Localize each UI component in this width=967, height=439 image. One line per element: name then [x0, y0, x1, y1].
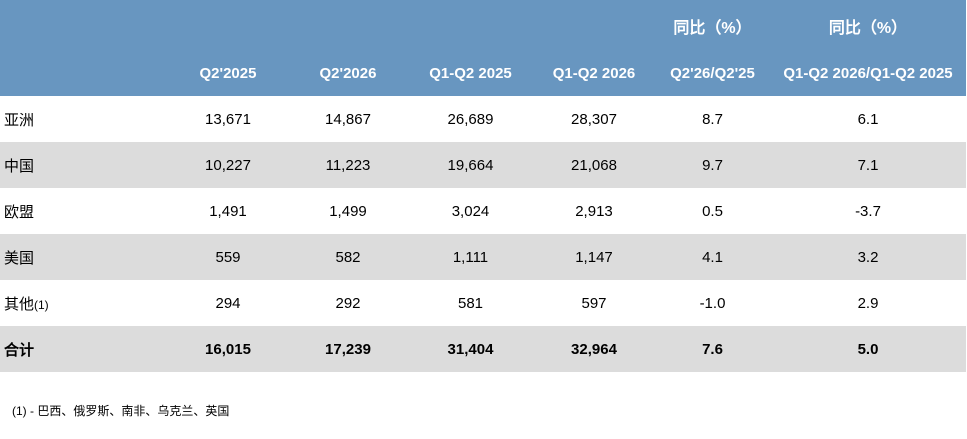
table-body: 亚洲 13,671 14,867 26,689 28,307 8.7 6.1 中… [0, 96, 966, 372]
table-cell: 11,223 [288, 142, 408, 188]
footnote-reference: (1) [34, 297, 49, 312]
table-cell: 1,499 [329, 202, 367, 220]
row-label: 亚洲 [0, 96, 168, 142]
total-cell: 32,964 [533, 326, 655, 372]
table-cell: 19,664 [408, 142, 533, 188]
table-cell: 3,024 [451, 202, 490, 220]
table-row: 其他(1) 294 292 581 597 -1.0 2.9 [0, 280, 966, 326]
total-cell: 5.0 [770, 326, 966, 372]
table-cell: 294 [215, 294, 241, 312]
table-cell: 597 [581, 294, 607, 312]
header-cell-yoy-halfyear: Q1-Q2 2026/Q1-Q2 2025 [770, 51, 966, 96]
table-cell: 7.1 [770, 142, 966, 188]
header-cell-yoy-quarter: Q2'26/Q2'25 [655, 51, 770, 96]
table-cell: 559 [168, 234, 288, 280]
footnote: (1) - 巴西、俄罗斯、南非、乌克兰、英国 [12, 404, 230, 418]
data-table: 同比（%） 同比（%） Q2'2025 Q2'2026 Q1-Q2 2025 Q… [0, 0, 966, 372]
table-row: 欧盟 1,491 1,499 3,024 2,913 0.5 -3.7 [0, 188, 966, 234]
table-cell: 8.7 [702, 110, 723, 128]
table-cell: 6.1 [857, 110, 879, 128]
total-cell: 7.6 [655, 326, 770, 372]
row-label: 美国 [0, 234, 168, 280]
total-row: 合计 16,015 17,239 31,404 32,964 7.6 5.0 [0, 326, 966, 372]
table-row: 美国 559 582 1,111 1,147 4.1 3.2 [0, 234, 966, 280]
table-cell: 2.9 [857, 294, 879, 312]
row-label: 中国 [0, 142, 168, 188]
table-cell: 28,307 [571, 110, 617, 128]
table-cell: -1.0 [699, 294, 726, 312]
header-cell-h1-2025: Q1-Q2 2025 [408, 51, 533, 96]
table-cell: 1,111 [408, 234, 533, 280]
header-top-cell [168, 0, 288, 51]
row-label-text: 中国 [4, 157, 35, 175]
table-cell: 14,867 [325, 110, 371, 128]
total-cell: 31,404 [408, 326, 533, 372]
header-top-cell [408, 0, 533, 51]
table-row: 亚洲 13,671 14,867 26,689 28,307 8.7 6.1 [0, 96, 966, 142]
table-cell: 581 [457, 294, 484, 312]
total-label: 合计 [0, 326, 168, 372]
table-cell: 1,491 [209, 202, 247, 220]
table-cell: -3.7 [855, 202, 881, 220]
header-row: Q2'2025 Q2'2026 Q1-Q2 2025 Q1-Q2 2026 Q2… [0, 51, 966, 96]
row-label-text: 亚洲 [4, 111, 35, 129]
header-row-top: 同比（%） 同比（%） [0, 0, 966, 51]
total-cell: 17,239 [288, 326, 408, 372]
table-cell: 4.1 [655, 234, 770, 280]
table-cell: 10,227 [168, 142, 288, 188]
header-top-yoy-quarter: 同比（%） [655, 0, 770, 51]
table-cell: 3.2 [770, 234, 966, 280]
table-cell: 9.7 [655, 142, 770, 188]
row-label: 欧盟 [0, 188, 168, 234]
table-cell: 26,689 [447, 110, 494, 128]
header-top-cell [288, 0, 408, 51]
table-cell: 0.5 [702, 202, 723, 220]
row-label-text: 其他 [4, 295, 35, 313]
row-label-text: 美国 [4, 249, 35, 267]
table-cell: 292 [335, 294, 361, 312]
total-cell: 16,015 [168, 326, 288, 372]
header-top-cell [533, 0, 655, 51]
table-row: 中国 10,227 11,223 19,664 21,068 9.7 7.1 [0, 142, 966, 188]
table-cell: 582 [288, 234, 408, 280]
header-top-cell [0, 0, 168, 51]
row-label-text: 欧盟 [4, 203, 35, 221]
table-cell: 2,913 [575, 202, 613, 220]
table-cell: 13,671 [205, 110, 251, 128]
table-cell: 1,147 [533, 234, 655, 280]
data-table-container: 同比（%） 同比（%） Q2'2025 Q2'2026 Q1-Q2 2025 Q… [0, 0, 966, 372]
table-cell: 21,068 [533, 142, 655, 188]
header-cell-region [0, 51, 168, 96]
table-header: 同比（%） 同比（%） Q2'2025 Q2'2026 Q1-Q2 2025 Q… [0, 0, 966, 96]
header-cell-q2-2026: Q2'2026 [288, 51, 408, 96]
header-cell-q2-2025: Q2'2025 [168, 51, 288, 96]
row-label: 其他(1) [0, 280, 168, 326]
header-cell-h1-2026: Q1-Q2 2026 [533, 51, 655, 96]
header-top-yoy-halfyear: 同比（%） [770, 0, 966, 51]
